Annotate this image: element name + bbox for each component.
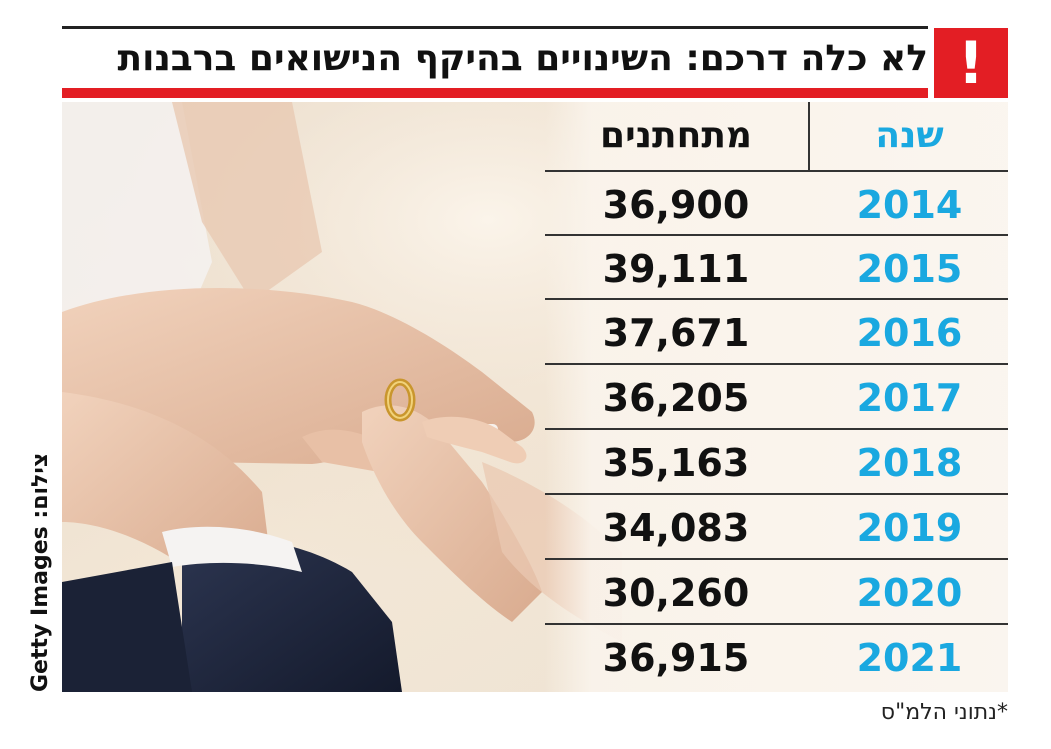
table-row: 34,083 2019 (545, 493, 1008, 556)
row-divider (545, 298, 1008, 300)
row-divider (545, 623, 1008, 625)
year-cell: 2018 (856, 441, 963, 485)
column-header-count: מתחתנים (600, 115, 752, 156)
count-cell: 34,083 (602, 506, 750, 550)
row-divider (545, 363, 1008, 365)
source-note: *נתוני הלמ"ס (880, 700, 1008, 725)
row-divider (545, 428, 1008, 430)
count-cell: 37,671 (602, 311, 750, 355)
count-cell: 36,205 (602, 376, 750, 420)
year-cell: 2019 (856, 506, 963, 550)
top-rule (62, 26, 928, 29)
marriages-table: מתחתנים שנה 36,900 2014 39,111 2015 37,6… (545, 102, 1008, 692)
year-cell: 2015 (856, 247, 963, 291)
table-backdrop (545, 102, 1008, 692)
count-cell: 35,163 (602, 441, 750, 485)
table-row: 30,260 2020 (545, 558, 1008, 621)
photo-credit: צילום: Getty Images (28, 452, 53, 692)
table-row: 39,111 2015 (545, 234, 1008, 297)
year-cell: 2021 (856, 636, 963, 680)
year-cell: 2020 (856, 571, 963, 615)
year-cell: 2017 (856, 376, 963, 420)
row-divider (545, 170, 1008, 172)
count-cell: 30,260 (602, 571, 750, 615)
row-divider (545, 493, 1008, 495)
count-cell: 39,111 (602, 247, 750, 291)
column-header-year: שנה (875, 115, 944, 156)
table-row: 36,915 2021 (545, 623, 1008, 686)
exclamation-icon: ! (957, 29, 985, 97)
count-cell: 36,915 (602, 636, 750, 680)
header-divider (808, 102, 810, 170)
row-divider (545, 558, 1008, 560)
table-row: 37,671 2016 (545, 298, 1008, 361)
table-row: 35,163 2018 (545, 428, 1008, 491)
table-row: 36,205 2017 (545, 363, 1008, 426)
page-title: לא כלה דרכם: השינויים בהיקף הנישואים ברב… (117, 38, 928, 79)
count-cell: 36,900 (602, 183, 750, 227)
title-underline (62, 88, 928, 98)
year-cell: 2016 (856, 311, 963, 355)
table-row: 36,900 2014 (545, 170, 1008, 233)
alert-badge: ! (934, 28, 1008, 98)
row-divider (545, 234, 1008, 236)
year-cell: 2014 (856, 183, 963, 227)
